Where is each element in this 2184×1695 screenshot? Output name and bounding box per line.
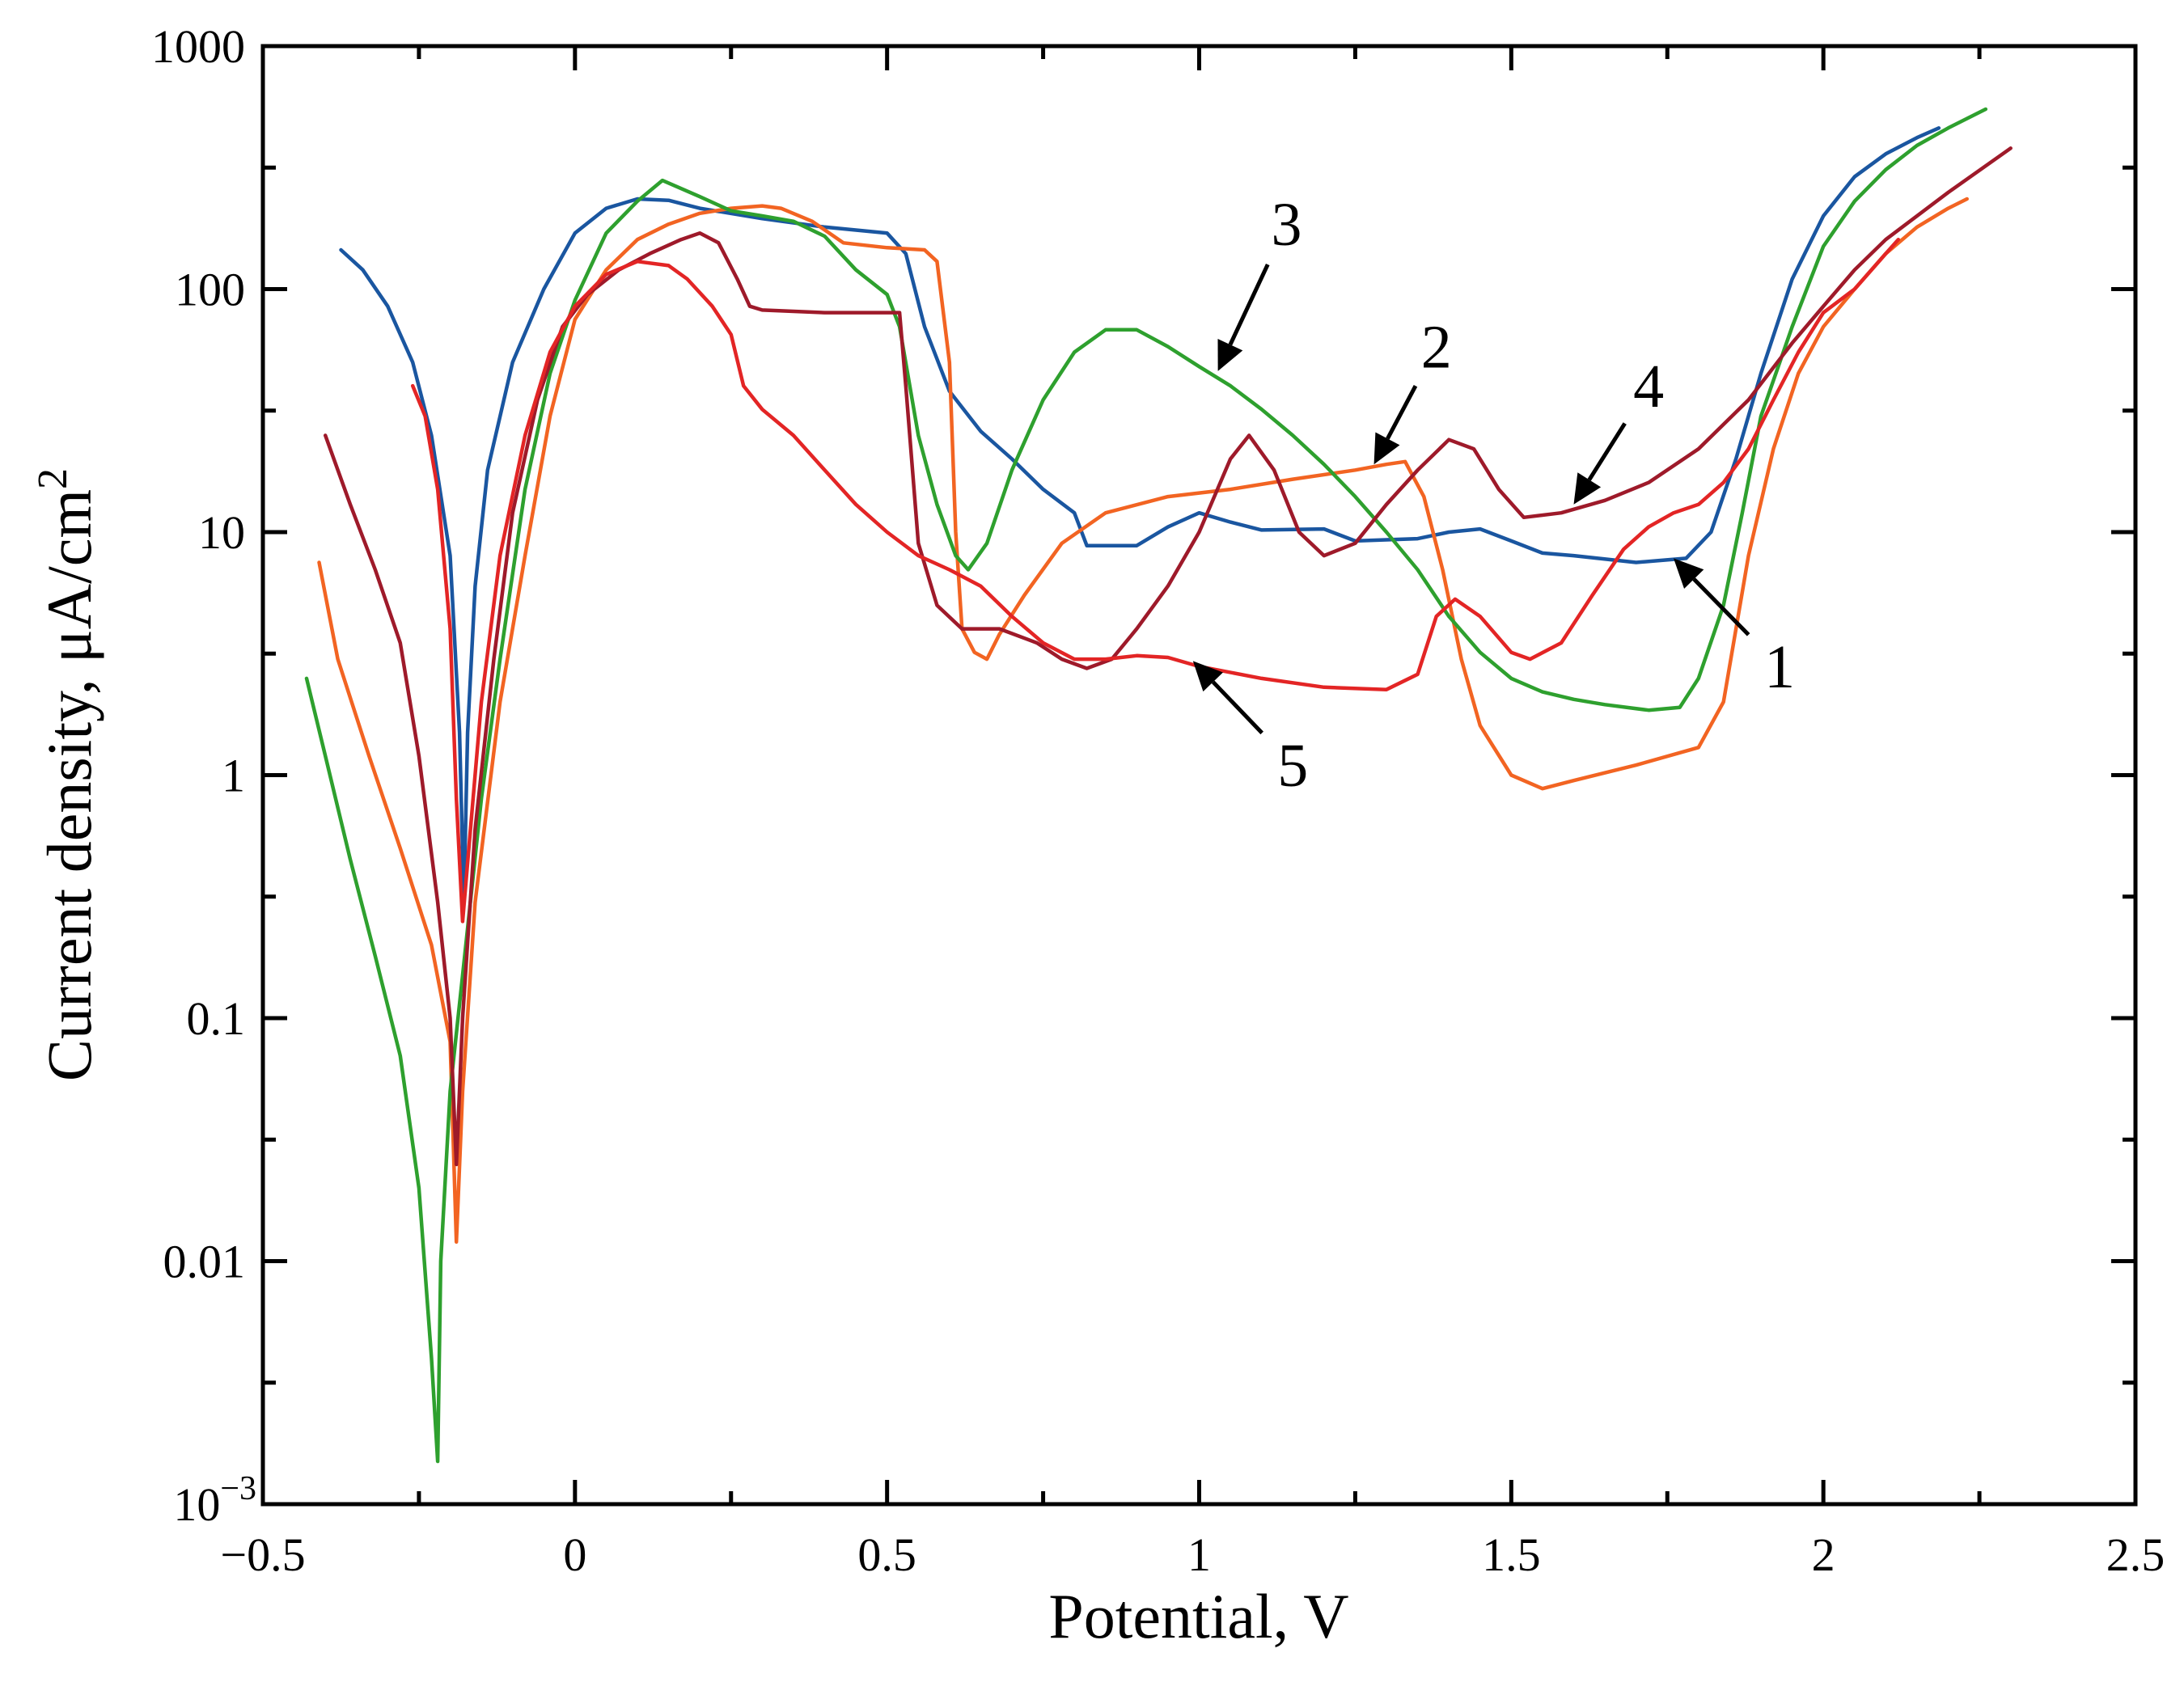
y-tick-label: 1 — [222, 750, 245, 802]
y-tick-label: 0.01 — [163, 1236, 246, 1288]
curve-2-arrow-line — [1386, 385, 1418, 440]
y-tick-label: 0.1 — [187, 992, 246, 1045]
series-3-line — [304, 107, 1988, 1464]
curve-4-arrow-line — [1587, 422, 1627, 481]
curve-4-arrow-head — [1573, 472, 1602, 505]
series-2-line — [317, 197, 1969, 1244]
x-axis-title: Potential, V — [1048, 1581, 1348, 1651]
series-1-line — [339, 126, 1941, 904]
y-tick-label-sup: −3 — [220, 1470, 256, 1507]
series-layer — [304, 107, 2013, 1464]
annotation-layer: 1 2 3 4 5 — [1192, 191, 1795, 800]
x-tick-label: 2.5 — [2106, 1528, 2165, 1581]
curve-5-arrow-head — [1192, 661, 1223, 692]
curve-1-label: 1 — [1764, 633, 1795, 701]
curve-3-label: 3 — [1272, 191, 1302, 259]
x-tick-label: 0 — [563, 1528, 586, 1581]
curve-3-arrow-line — [1228, 263, 1270, 346]
y-tick-label: 10 — [198, 506, 245, 559]
y-axis-title-sup: 2 — [30, 468, 76, 489]
series-4-line — [323, 146, 2013, 1167]
x-tick-label: 1 — [1187, 1528, 1211, 1581]
x-tick-label: 1.5 — [1482, 1528, 1541, 1581]
x-tick-label: 2 — [1812, 1528, 1835, 1581]
x-tick-label: −0.5 — [220, 1528, 305, 1581]
tick-layer: −0.5 0 0.5 1 1.5 2 2.5 10−3 0.01 0.1 1 10 100 1000 — [151, 20, 2165, 1581]
curve-1-arrow-head — [1673, 558, 1704, 590]
curve-5-arrow-line — [1211, 680, 1263, 735]
plot-frame — [260, 44, 2138, 1507]
curve-5-label: 5 — [1277, 732, 1308, 800]
curve-4-label: 4 — [1633, 353, 1664, 421]
y-axis-title: Current density, μA/cm2 — [30, 468, 104, 1081]
curve-2-label: 2 — [1421, 314, 1452, 382]
curve-1-arrow-line — [1692, 577, 1750, 636]
curve-3-arrow-head — [1217, 339, 1243, 371]
curve-2-arrow-head — [1373, 432, 1400, 465]
y-axis-title-text: Current density, μA/cm — [34, 489, 104, 1081]
series-5-line — [410, 237, 1901, 924]
x-tick-label: 0.5 — [857, 1528, 916, 1581]
y-tick-label: 1000 — [151, 20, 245, 73]
y-tick-label: 100 — [175, 264, 245, 316]
y-tick-label: 10−3 — [173, 1470, 256, 1531]
